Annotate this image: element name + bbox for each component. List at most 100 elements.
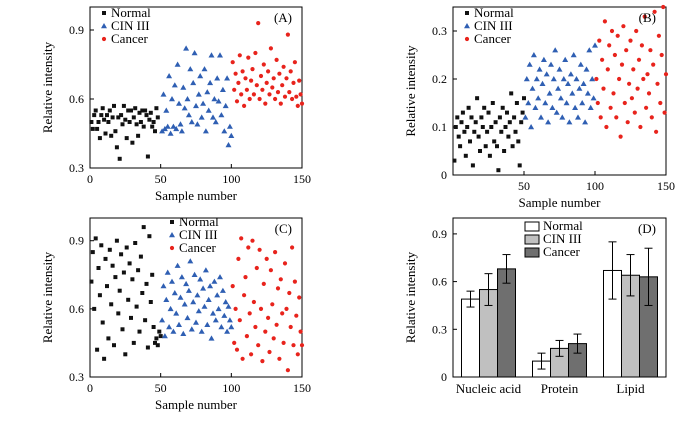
panel-c-ytick-label-0p6: 0.6: [69, 302, 84, 316]
panel-b-normal-point: [503, 125, 508, 129]
panel-c-normal-point: [114, 238, 119, 243]
panel-a-normal-point: [133, 106, 138, 111]
panel-c-cancer-point: [281, 340, 286, 345]
panel-c-cancer-point: [239, 236, 244, 241]
panel-a-legend-cin-iii-marker: [101, 23, 107, 29]
panel-b-cin-iii-point: [533, 76, 540, 82]
panel-a-cancer-point: [280, 83, 285, 88]
panel-a-cancer-point: [233, 71, 238, 76]
panel-c-frame: [89, 217, 303, 378]
panel-a-normal-point: [148, 110, 153, 115]
panel-b-normal-point: [465, 125, 470, 129]
panel-a-legend-cancer-label: Cancer: [111, 31, 148, 46]
panel-a-cin-iii-point: [195, 91, 202, 97]
panel-c-cin-iii-point: [225, 303, 232, 309]
panel-b-xtick-label-50: 50: [518, 179, 530, 193]
panel-a-xtick-label-0: 0: [87, 172, 93, 186]
panel-a-cancer-point: [242, 103, 247, 108]
panel-c-cin-iii-point: [208, 335, 215, 341]
panel-a-cancer-point: [288, 69, 293, 74]
panel-a-normal-point: [90, 126, 95, 131]
panel-b-legend-normal-label: Normal: [474, 5, 514, 20]
panel-c-normal-point: [109, 302, 114, 307]
panel-b-xlabel: Sample number: [519, 195, 602, 210]
panel-a-legend-cancer-marker: [101, 36, 107, 42]
panel-c-normal-point: [147, 234, 152, 239]
panel-c-cancer-point: [249, 352, 254, 357]
panel-c-cancer-point: [294, 313, 299, 318]
panel-a-cancer-point: [239, 92, 244, 97]
panel-a-cancer-point: [292, 60, 297, 65]
panel-a-normal-point: [89, 120, 94, 124]
panel-a-cin-iii-point: [200, 100, 207, 106]
panel-a-cin-iii-point: [218, 112, 225, 118]
panel-a-cin-iii-point: [225, 142, 232, 148]
panel-b-cancer-point: [619, 62, 625, 67]
panel-a-normal-point: [136, 133, 141, 138]
panel-a-cin-iii-point: [188, 119, 195, 125]
panel-b-normal-point: [486, 110, 491, 115]
panel-a-normal-point: [150, 124, 155, 129]
panel-c-normal-point: [103, 256, 108, 261]
panel-a-cin-iii-point: [164, 123, 171, 129]
panel-a-cin-iii-point: [185, 112, 192, 118]
panel-b-cancer-point: [601, 86, 606, 91]
panel-c-cancer-point: [250, 238, 255, 243]
panel-b-cin-iii-point: [569, 90, 576, 96]
panel-b-cin-iii-point: [562, 56, 569, 62]
panel-a-cin-iii-point: [197, 73, 204, 79]
panel-b-cancer-point: [635, 86, 640, 91]
panel-a-cin-iii-point: [178, 128, 185, 134]
panel-b-cin-iii-point: [540, 56, 547, 62]
panel-a-cancer-point: [299, 101, 305, 106]
panel-a-legend-normal-label: Normal: [111, 5, 151, 20]
panel-b-cancer-point: [612, 52, 618, 58]
panel-a-cancer-point: [277, 71, 282, 76]
panel-d-category-label: Nucleic acid: [456, 381, 522, 396]
panel-a-cin-iii-point: [228, 132, 235, 138]
panel-b-normal-point: [509, 91, 514, 96]
panel-b-cancer-point: [661, 4, 666, 10]
panel-b-cancer-point: [648, 48, 653, 53]
panel-a-normal-point: [143, 108, 148, 113]
panel-a-cin-iii-point: [183, 45, 190, 51]
panel-b-cin-iii-point: [543, 71, 550, 77]
panel-a-cancer-point: [295, 103, 300, 108]
panel-a-xlabel: Sample number: [155, 188, 238, 203]
panel-c-cancer-point: [256, 343, 261, 348]
panel-b-normal-point: [499, 129, 504, 134]
panel-a-normal-point: [144, 113, 149, 118]
panel-c-cancer-point: [299, 343, 305, 348]
panel-b-cancer-point: [594, 76, 599, 82]
panel-c-cin-iii-point: [210, 310, 216, 316]
panel-c-cancer-point: [254, 265, 259, 271]
panel-c-cin-iii-point: [176, 321, 182, 327]
panel-b-cin-iii-point: [560, 76, 567, 82]
panel-b-ylabel: Relative intensity: [403, 45, 418, 137]
panel-a-xtick-label-150: 150: [293, 172, 311, 186]
panel-a-cancer-point: [258, 73, 264, 79]
panel-d-ytick-label-0p3: 0.3: [432, 322, 447, 336]
panel-c-cancer-point: [263, 329, 268, 334]
panel-a-normal-point: [95, 126, 100, 131]
panel-c-ytick-label-0p9: 0.9: [69, 234, 84, 248]
panel-c-cancer-point: [247, 311, 252, 316]
panel-b-cancer-point: [598, 115, 603, 120]
panel-b-cin-iii-point: [559, 114, 566, 120]
panel-c-normal-point: [107, 247, 112, 252]
panel-a-normal-point: [113, 129, 118, 134]
panel-b-cin-iii-point: [555, 85, 562, 91]
panel-a-cin-iii-point: [180, 84, 187, 90]
panel-c-legend-normal-label: Normal: [179, 214, 219, 229]
panel-a-cin-iii-point: [198, 114, 205, 120]
panel-a-cancer-point: [266, 69, 271, 74]
panel-c-cin-iii-point: [214, 292, 221, 298]
panel-c-normal-point: [106, 336, 111, 341]
panel-b-cin-iii-point: [553, 109, 560, 115]
panel-c-normal-point: [102, 356, 107, 361]
panel-c-ytick-label-0p3: 0.3: [69, 370, 84, 384]
panel-c-normal-point: [131, 340, 136, 345]
panel-b-normal-point: [469, 115, 474, 120]
panel-a-cin-iii-point: [207, 79, 214, 86]
panel-b-cancer-point: [636, 57, 642, 62]
